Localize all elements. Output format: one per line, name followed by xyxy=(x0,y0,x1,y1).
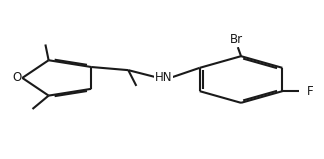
Text: O: O xyxy=(12,71,21,84)
Text: HN: HN xyxy=(155,71,172,84)
Text: Br: Br xyxy=(230,33,243,46)
Text: F: F xyxy=(307,85,314,98)
